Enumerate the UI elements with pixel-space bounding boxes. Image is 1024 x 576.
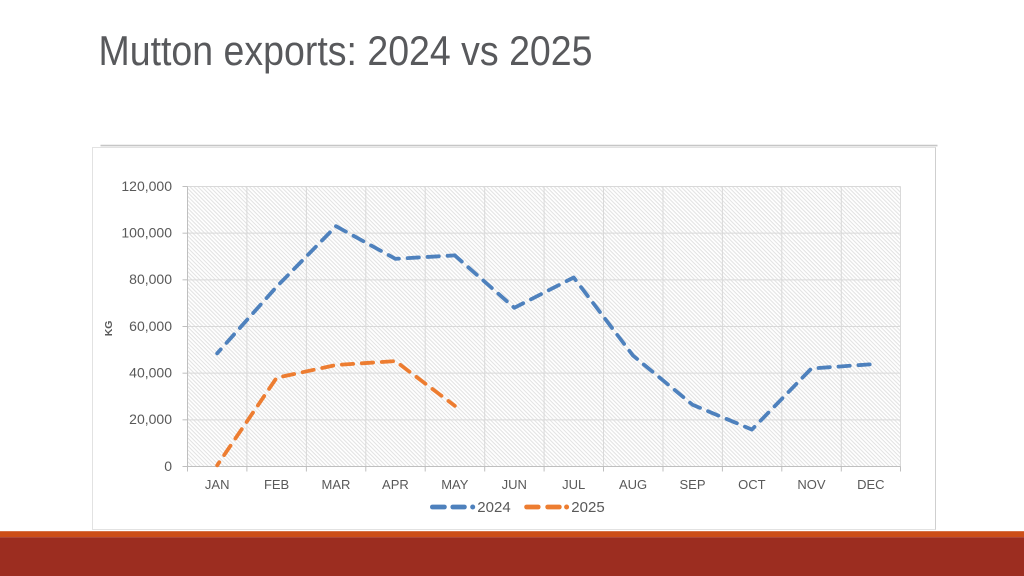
svg-text:AUG: AUG <box>619 477 647 492</box>
svg-text:JUN: JUN <box>502 477 527 492</box>
svg-text:SEP: SEP <box>679 477 705 492</box>
svg-text:FEB: FEB <box>264 477 289 492</box>
svg-text:JUL: JUL <box>562 477 585 492</box>
svg-text:60,000: 60,000 <box>129 318 172 334</box>
svg-text:100,000: 100,000 <box>121 225 172 241</box>
svg-text:2024: 2024 <box>477 499 510 516</box>
svg-text:JAN: JAN <box>205 477 230 492</box>
svg-text:MAR: MAR <box>322 477 351 492</box>
svg-text:KG: KG <box>103 321 115 337</box>
svg-text:DEC: DEC <box>857 477 884 492</box>
svg-text:40,000: 40,000 <box>129 365 172 381</box>
svg-text:OCT: OCT <box>738 477 766 492</box>
svg-text:APR: APR <box>382 477 409 492</box>
svg-text:0: 0 <box>164 458 172 474</box>
svg-text:NOV: NOV <box>797 477 826 492</box>
svg-text:MAY: MAY <box>441 477 469 492</box>
svg-text:80,000: 80,000 <box>129 271 172 287</box>
svg-text:120,000: 120,000 <box>121 178 172 194</box>
svg-text:20,000: 20,000 <box>129 411 172 427</box>
svg-text:Mutton exports: 2024 vs 2025: Mutton exports: 2024 vs 2025 <box>99 27 593 74</box>
svg-text:2025: 2025 <box>571 499 604 516</box>
